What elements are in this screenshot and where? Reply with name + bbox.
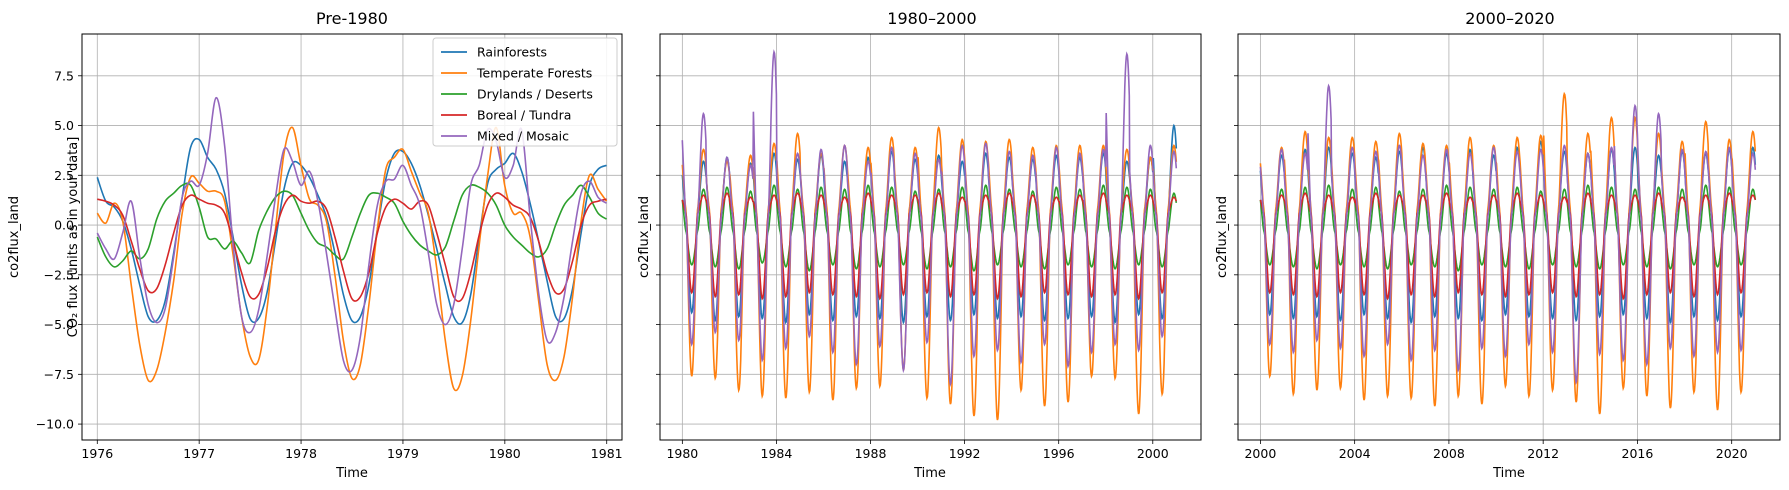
panel-1980-2000: 1980–2000 1980 1984 1988 1992 1996 2000 Time … (637, 9, 1202, 481)
legend: Rainforests Temperate Forests Drylands / D… (432, 37, 618, 147)
panel-2000-2020: 2000–2020 2000 2004 2008 2012 2016 2020 Time … (1215, 9, 1781, 481)
x-tick-label: 2008 (1433, 446, 1465, 461)
y-tick-label: 2.5 (54, 168, 74, 183)
panel-1-ylabel-secondary: CO₂ flux [units as in your data] (66, 137, 81, 338)
x-tick-label: 2000 (1137, 446, 1169, 461)
panel-1-x-ticks: 1976 1977 1978 1979 1980 1981 (81, 440, 623, 461)
panel-2-y-ticks (656, 75, 660, 425)
panel-2-ylabel: co2flux_land (637, 196, 652, 278)
x-tick-label: 1978 (285, 446, 317, 461)
legend-label: Drylands / Deserts (477, 87, 593, 102)
y-tick-label: 0.0 (54, 218, 74, 233)
x-tick-label: 1988 (855, 446, 887, 461)
panel-2-lines (681, 49, 1178, 421)
y-tick-label: 7.5 (54, 68, 74, 83)
y-tick-label: −2.5 (44, 267, 74, 282)
x-tick-label: 1984 (761, 446, 793, 461)
x-tick-label: 1980 (489, 446, 521, 461)
y-tick-label: −7.5 (44, 367, 74, 382)
panel-3-lines (1259, 83, 1757, 415)
x-tick-label: 2000 (1244, 446, 1276, 461)
panel-1-title: Pre-1980 (316, 9, 388, 28)
x-tick-label: 1992 (949, 446, 981, 461)
panel-3-y-ticks (1234, 75, 1238, 425)
x-tick-label: 1977 (183, 446, 215, 461)
panel-3-xlabel: Time (1492, 466, 1525, 481)
panel-3-title: 2000–2020 (1465, 9, 1554, 28)
x-tick-label: 2004 (1339, 446, 1371, 461)
y-tick-label: −5.0 (44, 317, 74, 332)
legend-label: Temperate Forests (476, 66, 592, 81)
x-tick-label: 2016 (1622, 446, 1654, 461)
panel-2-xlabel: Time (913, 466, 946, 481)
panel-1-xlabel: Time (335, 466, 368, 481)
panel-2-title: 1980–2000 (887, 9, 976, 28)
y-tick-label: 5.0 (54, 118, 74, 133)
series-line-mixed-mosaic (1259, 83, 1757, 386)
series-line-temperate-forests (96, 126, 608, 392)
panel-2-x-ticks: 1980 1984 1988 1992 1996 2000 (666, 440, 1169, 461)
x-tick-label: 1996 (1043, 446, 1075, 461)
x-tick-label: 2012 (1527, 446, 1559, 461)
series-line-boreal-tundra (681, 192, 1178, 301)
series-line-drylands-deserts (96, 182, 607, 268)
panel-1-frame (81, 33, 623, 441)
series-line-boreal-tundra (97, 192, 607, 303)
panel-3-x-ticks: 2000 2004 2008 2012 2016 2020 (1244, 440, 1748, 461)
legend-label: Rainforests (477, 45, 547, 60)
panel-3-ylabel: co2flux_land (1215, 196, 1230, 278)
series-line-boreal-tundra (1259, 192, 1757, 301)
legend-label: Mixed / Mosaic (477, 129, 569, 144)
panel-1-ylabel: co2flux_land (7, 196, 22, 278)
panel-pre-1980: Pre-1980 1976 1977 1978 1979 1980 1981 −10.0−… (7, 9, 623, 481)
panel-3-frame (1237, 33, 1781, 441)
panel-3-grid (1238, 34, 1780, 440)
x-tick-label: 2020 (1716, 446, 1748, 461)
series-line-mixed-mosaic (681, 49, 1178, 388)
legend-label: Boreal / Tundra (477, 108, 571, 123)
x-tick-label: 1976 (81, 446, 113, 461)
panel-1-y-ticks: −10.0 −7.5 −5.0 −2.5 0.0 2.5 5.0 7.5 (36, 68, 82, 432)
x-tick-label: 1980 (666, 446, 698, 461)
panel-2-frame (659, 33, 1202, 441)
series-line-temperate-forests (1259, 91, 1757, 415)
y-tick-label: −10.0 (36, 417, 74, 432)
x-tick-label: 1979 (387, 446, 419, 461)
x-tick-label: 1981 (591, 446, 623, 461)
legend-box (432, 37, 618, 147)
